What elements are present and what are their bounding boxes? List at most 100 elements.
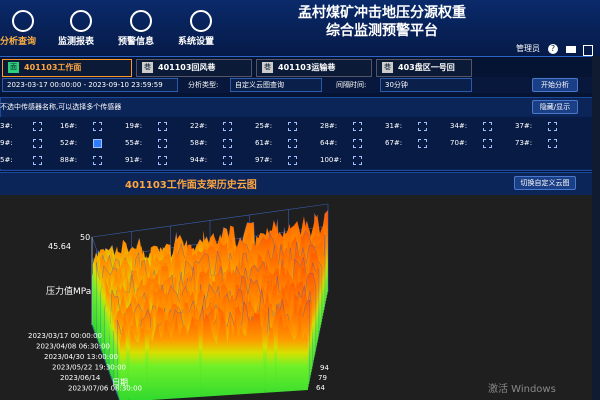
sensor-checkbox[interactable] xyxy=(548,139,557,148)
sensor-checkbox[interactable] xyxy=(158,122,167,131)
tab-label[interactable]: 401103回风巷 xyxy=(158,63,216,72)
type-select[interactable]: 自定义云图查询 xyxy=(230,78,322,92)
time-label: 2023/06/14 xyxy=(60,374,101,382)
time-label: 2023/04/30 13:00:00 xyxy=(44,353,118,361)
time-label: 2023/05/22 19:30:00 xyxy=(52,364,126,372)
z-axis-title: 压力值MPa xyxy=(46,285,91,297)
toggle-button[interactable]: 隐藏/显示 xyxy=(532,100,578,114)
time-axis-title: 日期 xyxy=(112,378,128,387)
sensor-checkbox[interactable] xyxy=(93,156,102,165)
sensor-label: 70#: xyxy=(450,139,468,147)
start-button[interactable]: 开始分析 xyxy=(532,78,578,92)
surface-strip xyxy=(120,312,308,400)
sensor-label: 28#: xyxy=(320,122,338,130)
sensor-checkbox[interactable] xyxy=(158,139,167,148)
sensor-label: 52#: xyxy=(60,139,78,147)
sensor-checkbox[interactable] xyxy=(418,122,427,131)
sensor-label: 37#: xyxy=(515,122,533,130)
user-name: 管理员 xyxy=(516,44,540,53)
sensor-checkbox[interactable] xyxy=(353,139,362,148)
sensor-label: 9#: xyxy=(0,139,13,147)
time-label: 2023/07/06 08:30:00 xyxy=(68,385,142,393)
interval-select[interactable]: 30分钟 xyxy=(380,78,472,92)
sensor-hint: 不选中传感器名称,可以选择多个传感器 xyxy=(0,103,122,111)
nav-icon[interactable] xyxy=(130,10,152,32)
tab[interactable] xyxy=(256,59,372,77)
sensor-checkbox[interactable] xyxy=(33,156,42,165)
tab-icon: 巷 xyxy=(262,62,273,73)
tab[interactable] xyxy=(376,59,472,77)
chart: 50 45.64 压力值MPa 2023/03/17 00:00:00 2023/04/… xyxy=(0,195,592,400)
sensor-checkbox[interactable] xyxy=(288,139,297,148)
nav-icon[interactable] xyxy=(190,10,212,32)
tab-icon: 巷 xyxy=(142,62,153,73)
interval-label: 间隔时间: xyxy=(336,81,367,89)
sensor-label: 64#: xyxy=(320,139,338,147)
z-label: 45.64 xyxy=(48,242,71,251)
sensor-label: 3#: xyxy=(0,122,13,130)
sensor-checkbox[interactable] xyxy=(548,122,557,131)
sensor-label: 67#: xyxy=(385,139,403,147)
exit-icon[interactable] xyxy=(583,45,593,56)
sensor-checkbox[interactable] xyxy=(158,156,167,165)
tab[interactable] xyxy=(136,59,252,77)
header xyxy=(0,0,600,57)
tab-icon: 巷 xyxy=(382,62,393,73)
nav-item[interactable]: 监测报表 xyxy=(58,37,95,47)
sensor-label: 94#: xyxy=(190,156,208,164)
chart-title: 401103工作面支架历史云图 xyxy=(125,180,257,191)
support-label: 64 xyxy=(316,384,325,392)
sensor-checkbox[interactable] xyxy=(93,122,102,131)
sensor-checkbox[interactable] xyxy=(288,122,297,131)
sensor-label: 73#: xyxy=(515,139,533,147)
sensor-checkbox[interactable] xyxy=(483,122,492,131)
sensor-label: 25#: xyxy=(255,122,273,130)
sensor-label: 22#: xyxy=(190,122,208,130)
nav-item[interactable]: 系统设置 xyxy=(178,37,215,47)
z-label: 50 xyxy=(80,233,90,242)
sensor-checkbox[interactable] xyxy=(418,139,427,148)
time-label: 2023/03/17 00:00:00 xyxy=(28,332,102,340)
sensor-checkbox[interactable] xyxy=(33,139,42,148)
type-label: 分析类型: xyxy=(188,81,219,89)
sensor-label: 5#: xyxy=(0,156,13,164)
support-label: 94 xyxy=(320,364,329,372)
scrollbar xyxy=(592,56,600,400)
sensor-checkbox[interactable] xyxy=(353,156,362,165)
sensor-checkbox[interactable] xyxy=(223,139,232,148)
date-range[interactable]: 2023-03-17 00:00:00 - 2023-09-10 23:59:5… xyxy=(2,78,178,92)
time-label: 2023/04/08 06:30:00 xyxy=(36,343,110,351)
sensor-checkbox[interactable] xyxy=(288,156,297,165)
nav-icon[interactable] xyxy=(70,10,92,32)
sensor-label: 88#: xyxy=(60,156,78,164)
watermark: 激活 Windows xyxy=(488,384,556,395)
sensor-label: 61#: xyxy=(255,139,273,147)
tab-label[interactable]: 403盘区一号回 xyxy=(398,63,455,72)
switch-button[interactable]: 切换自定义云图 xyxy=(514,176,576,190)
sensor-label: 55#: xyxy=(125,139,143,147)
nav-icon[interactable] xyxy=(12,10,34,32)
tab-label[interactable]: 401103工作面 xyxy=(24,63,82,72)
sensor-label: 58#: xyxy=(190,139,208,147)
chart-header xyxy=(0,172,592,195)
app-title: 孟村煤矿冲击地压分源权重综合监测预警平台 xyxy=(298,5,466,39)
msg-icon[interactable] xyxy=(566,46,576,53)
support-label: 79 xyxy=(318,374,327,382)
sensor-checkbox[interactable] xyxy=(483,139,492,148)
sensor-label: 16#: xyxy=(60,122,78,130)
tab[interactable] xyxy=(2,59,132,77)
sensor-checkbox[interactable] xyxy=(93,139,102,148)
tab-label[interactable]: 401103运输巷 xyxy=(278,63,336,72)
nav-item[interactable]: 预警信息 xyxy=(118,37,155,47)
nav-item[interactable]: 分析查询 xyxy=(0,37,37,47)
sensor-checkbox[interactable] xyxy=(353,122,362,131)
sensor-label: 100#: xyxy=(320,156,342,164)
sensor-checkbox[interactable] xyxy=(33,122,42,131)
sensor-checkbox[interactable] xyxy=(223,156,232,165)
help-icon[interactable]: ? xyxy=(548,44,558,54)
sensor-label: 34#: xyxy=(450,122,468,130)
sensor-label: 97#: xyxy=(255,156,273,164)
sensor-label: 91#: xyxy=(125,156,143,164)
sensor-checkbox[interactable] xyxy=(223,122,232,131)
